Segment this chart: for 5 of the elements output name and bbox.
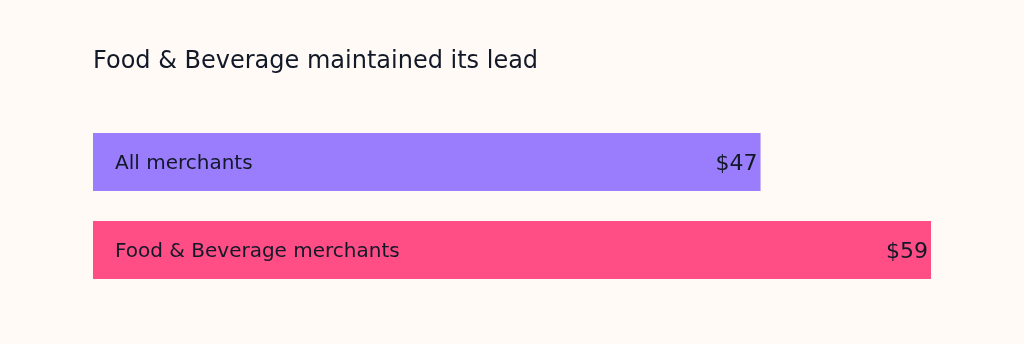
data-label: $47 — [715, 149, 758, 175]
data-label: $59 — [886, 237, 928, 263]
y-tick-label: All merchants — [115, 150, 253, 174]
y-tick-label: Food & Beverage merchants — [115, 238, 400, 262]
chart-title: Food & Beverage maintained its lead — [93, 46, 539, 75]
